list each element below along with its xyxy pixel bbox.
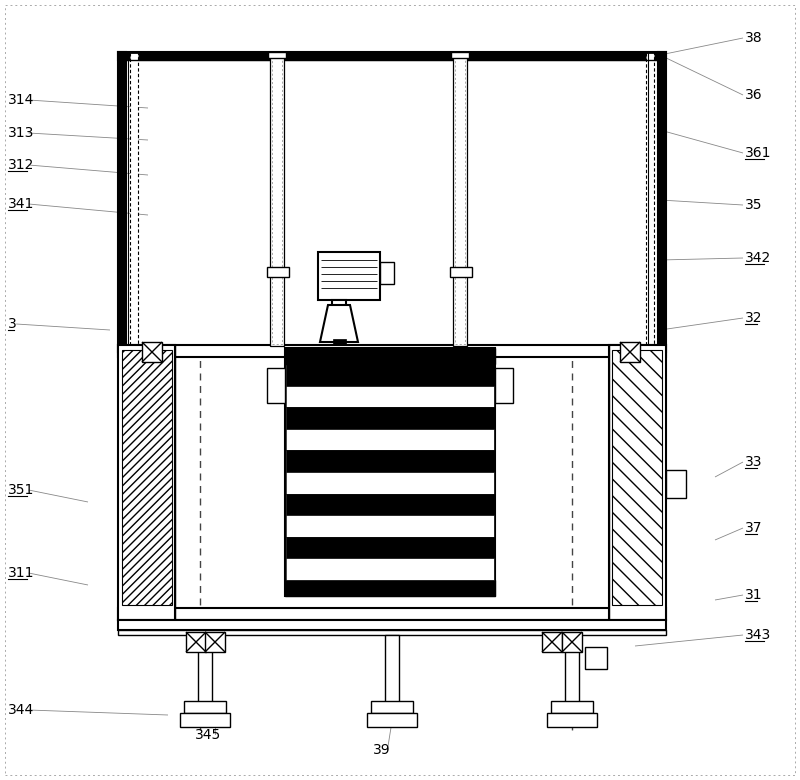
Text: 313: 313 — [8, 126, 34, 140]
Text: 35: 35 — [745, 198, 762, 212]
Bar — [286, 407, 494, 429]
Bar — [333, 339, 346, 345]
Bar — [118, 345, 175, 620]
Bar — [267, 267, 289, 277]
Text: 342: 342 — [745, 251, 771, 265]
Bar — [542, 632, 562, 652]
Text: 341: 341 — [8, 197, 34, 211]
Bar — [205, 632, 225, 652]
Bar — [609, 345, 666, 620]
Bar — [585, 647, 607, 669]
Text: 36: 36 — [745, 88, 762, 102]
Bar — [180, 713, 230, 727]
Bar — [318, 252, 380, 300]
Bar — [286, 494, 494, 516]
Text: 39: 39 — [373, 743, 390, 757]
Bar — [184, 701, 226, 713]
Bar — [118, 630, 666, 635]
Bar — [286, 516, 494, 537]
Bar — [380, 262, 394, 284]
Bar — [285, 348, 495, 364]
Text: 32: 32 — [745, 311, 762, 325]
Text: 314: 314 — [8, 93, 34, 107]
Bar — [122, 350, 172, 605]
Bar — [285, 348, 495, 596]
Polygon shape — [320, 305, 358, 342]
Bar — [286, 429, 494, 450]
Bar — [565, 635, 579, 705]
Bar — [562, 632, 582, 652]
Bar — [268, 52, 286, 58]
Text: 361: 361 — [745, 146, 771, 160]
Bar — [270, 52, 284, 346]
Bar — [658, 52, 666, 352]
Bar — [286, 450, 494, 472]
Bar — [285, 580, 495, 596]
Bar — [118, 608, 666, 620]
Bar — [118, 52, 126, 352]
Bar — [332, 300, 346, 342]
Bar — [371, 701, 413, 713]
Bar — [286, 472, 494, 494]
Text: 311: 311 — [8, 566, 34, 580]
Text: 37: 37 — [745, 521, 762, 535]
Bar — [453, 52, 467, 346]
Text: 312: 312 — [8, 158, 34, 172]
Bar — [272, 54, 282, 344]
Bar — [286, 537, 494, 558]
Bar — [547, 713, 597, 727]
Bar — [286, 364, 494, 385]
Bar — [612, 350, 662, 605]
Bar — [198, 635, 212, 705]
Bar — [666, 470, 686, 498]
Bar — [495, 368, 513, 403]
Text: 343: 343 — [745, 628, 771, 642]
Bar — [130, 52, 138, 352]
Bar — [286, 558, 494, 580]
Bar — [646, 52, 654, 352]
Bar — [455, 54, 465, 344]
Bar — [451, 52, 469, 58]
Bar — [118, 52, 666, 60]
Text: 3: 3 — [8, 317, 17, 331]
Text: 351: 351 — [8, 483, 34, 497]
Bar — [186, 632, 206, 652]
Text: 344: 344 — [8, 703, 34, 717]
Bar — [118, 345, 666, 357]
Text: 31: 31 — [745, 588, 762, 602]
Text: 33: 33 — [745, 455, 762, 469]
Bar — [142, 342, 162, 362]
Bar — [118, 620, 666, 630]
Bar — [620, 342, 640, 362]
Bar — [551, 701, 593, 713]
Text: 345: 345 — [195, 728, 222, 742]
Bar — [267, 368, 285, 403]
Bar — [450, 267, 472, 277]
Bar — [367, 713, 417, 727]
Text: 38: 38 — [745, 31, 762, 45]
Bar — [286, 385, 494, 407]
Bar — [385, 635, 399, 705]
